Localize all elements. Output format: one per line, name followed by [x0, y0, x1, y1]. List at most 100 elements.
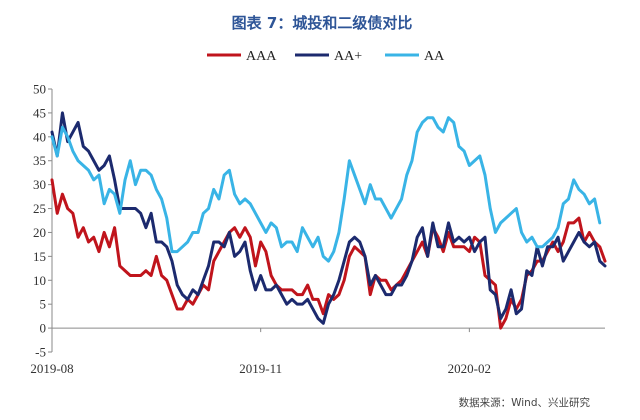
data-point	[572, 222, 575, 224]
data-point	[541, 265, 544, 267]
data-point	[463, 241, 465, 243]
data-point	[359, 241, 361, 243]
data-point	[473, 159, 476, 162]
source-note: 数据来源：Wind、兴业研究	[459, 396, 591, 409]
data-point	[51, 179, 53, 181]
data-point	[442, 250, 445, 253]
data-point	[359, 188, 361, 191]
data-point	[390, 217, 392, 219]
data-point	[332, 293, 335, 296]
data-point	[411, 159, 413, 162]
data-point	[129, 159, 132, 162]
data-point	[379, 284, 382, 286]
data-point	[207, 207, 210, 210]
data-point	[113, 193, 116, 195]
data-point	[98, 174, 100, 176]
data-point	[458, 246, 460, 248]
data-point	[552, 246, 554, 248]
data-point	[478, 241, 481, 243]
data-point	[515, 207, 518, 210]
data-point	[228, 169, 231, 172]
data-point	[583, 193, 585, 195]
data-point	[364, 202, 366, 205]
data-point	[72, 131, 74, 133]
y-tick-label: 30	[33, 177, 46, 192]
data-point	[218, 198, 220, 200]
data-point	[484, 274, 486, 277]
data-point	[139, 212, 142, 215]
y-tick-label: 50	[33, 82, 46, 97]
data-point	[280, 293, 283, 296]
data-point	[176, 250, 179, 253]
data-point	[108, 246, 111, 248]
data-point	[77, 159, 79, 162]
series-AA	[50, 116, 602, 263]
data-point	[259, 274, 262, 277]
data-point	[390, 289, 392, 291]
data-point	[280, 246, 283, 248]
data-point	[87, 241, 90, 243]
data-point	[546, 241, 549, 243]
data-point	[484, 236, 486, 239]
data-point	[150, 274, 152, 277]
data-point	[572, 179, 575, 181]
data-point	[239, 236, 241, 239]
data-point	[332, 298, 335, 301]
data-point	[291, 298, 293, 301]
data-point	[265, 250, 267, 253]
data-point	[155, 241, 158, 243]
y-tick-label: 45	[33, 105, 46, 120]
data-point	[223, 174, 225, 176]
data-point	[494, 284, 497, 286]
data-point	[567, 198, 570, 200]
data-point	[265, 231, 267, 234]
data-point	[239, 250, 241, 253]
data-point	[593, 198, 596, 200]
y-tick-label: 25	[33, 201, 46, 216]
data-point	[285, 289, 288, 291]
data-point	[98, 169, 100, 172]
data-point	[119, 212, 121, 215]
data-point	[468, 164, 471, 167]
data-point	[171, 260, 173, 262]
data-point	[598, 222, 601, 224]
data-point	[343, 198, 345, 200]
data-point	[254, 289, 257, 291]
data-point	[124, 269, 126, 272]
data-point	[280, 289, 283, 291]
data-point	[56, 212, 59, 215]
data-point	[468, 236, 471, 239]
data-point	[145, 269, 147, 272]
data-point	[505, 317, 507, 320]
data-point	[301, 293, 304, 296]
data-point	[270, 274, 272, 277]
x-tick-label: 2019-08	[30, 361, 73, 376]
data-point	[291, 241, 293, 243]
data-point	[192, 289, 194, 291]
data-point	[129, 274, 132, 277]
data-point	[244, 198, 246, 200]
data-point	[249, 202, 252, 205]
data-point	[525, 269, 528, 272]
data-point	[593, 241, 596, 243]
data-point	[124, 179, 126, 181]
data-point	[520, 231, 523, 234]
data-point	[343, 279, 345, 282]
data-point	[353, 174, 356, 176]
data-point	[426, 255, 429, 258]
data-point	[244, 226, 246, 229]
data-point	[134, 274, 137, 277]
data-point	[478, 155, 481, 157]
data-point	[275, 284, 278, 286]
y-tick-label: 15	[33, 249, 46, 264]
data-point	[113, 226, 116, 229]
data-point	[447, 116, 450, 119]
data-point	[275, 226, 278, 229]
data-point	[557, 250, 559, 253]
data-point	[452, 241, 455, 243]
data-point	[405, 274, 408, 277]
data-point	[139, 169, 142, 172]
data-point	[249, 236, 252, 239]
data-point	[197, 231, 199, 234]
data-point	[312, 298, 314, 301]
